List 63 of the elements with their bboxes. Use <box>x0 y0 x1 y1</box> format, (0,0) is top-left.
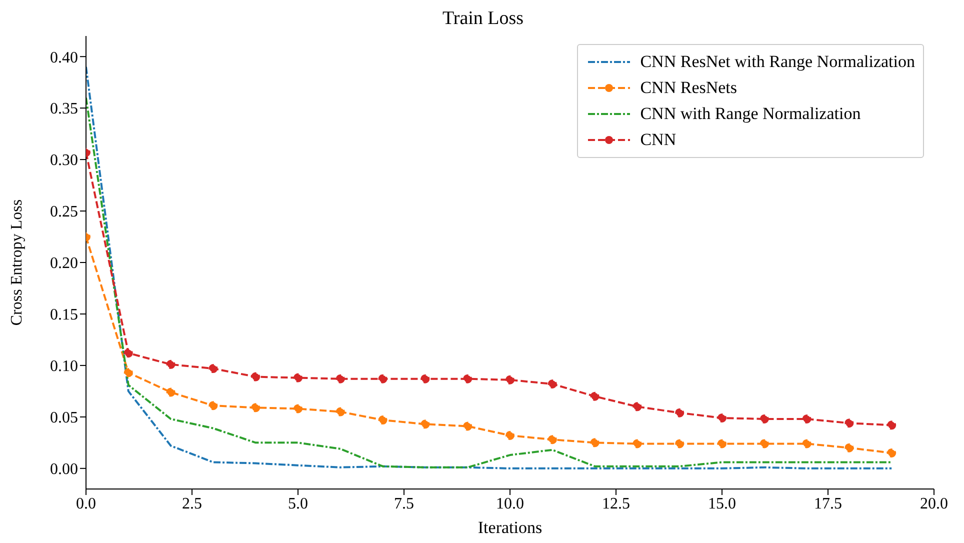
point <box>208 364 218 374</box>
x-tick-label: 12.5 <box>602 495 630 512</box>
legend-label: CNN ResNet with Range Normalization <box>640 52 915 72</box>
x-tick-label: 7.5 <box>394 495 414 512</box>
point <box>718 413 726 422</box>
y-tick-label: 0.20 <box>50 255 78 272</box>
point <box>675 439 684 448</box>
point <box>251 372 260 382</box>
point <box>632 439 642 448</box>
point <box>844 418 854 428</box>
y-axis-title: Cross Entropy Loss <box>8 199 26 326</box>
x-tick-label: 15.0 <box>708 495 736 512</box>
point <box>802 439 812 448</box>
point <box>675 408 684 418</box>
point <box>463 374 472 384</box>
point <box>378 374 388 384</box>
legend-label: CNN ResNets <box>640 78 738 98</box>
point <box>590 392 600 401</box>
point <box>378 416 388 425</box>
y-tick-label: 0.30 <box>50 152 78 170</box>
point <box>463 422 472 431</box>
point <box>760 439 769 448</box>
point <box>506 430 514 440</box>
chart-title: Train Loss <box>441 8 525 31</box>
y-tick-label: 0.10 <box>50 358 78 376</box>
point <box>718 439 726 448</box>
point <box>548 379 557 388</box>
x-tick-label: 10.0 <box>496 495 524 512</box>
point <box>802 414 812 424</box>
legend-label: CNN <box>640 130 676 150</box>
point <box>590 438 600 448</box>
y-tick-label: 0.35 <box>50 100 78 118</box>
y-tick-label: 0.25 <box>50 204 78 221</box>
point <box>420 374 430 384</box>
x-tick-label: 5.0 <box>288 495 308 512</box>
point <box>887 448 896 458</box>
point <box>166 388 176 397</box>
point <box>760 414 769 424</box>
point <box>124 348 133 358</box>
x-tick-label: 2.5 <box>182 495 202 512</box>
point <box>844 443 854 452</box>
point <box>251 403 260 412</box>
point <box>887 420 896 430</box>
point <box>506 375 514 384</box>
x-tick-label: 0.0 <box>76 495 96 512</box>
legend-label: CNN with Range Normalization <box>640 104 861 124</box>
point <box>294 373 302 382</box>
x-axis-title: Iterations <box>478 518 542 537</box>
y-tick-label: 0.40 <box>50 49 78 66</box>
y-tick-label: 0.15 <box>50 306 78 324</box>
point <box>166 360 176 369</box>
point <box>336 374 345 384</box>
x-tick-label: 20.0 <box>920 495 948 512</box>
x-tick-label: 17.5 <box>814 495 842 512</box>
point <box>208 401 218 410</box>
point <box>420 420 430 429</box>
point <box>632 402 642 412</box>
y-tick-label: 0.00 <box>50 461 78 478</box>
point <box>336 407 345 416</box>
point <box>548 435 557 444</box>
point <box>294 404 302 414</box>
y-tick-label: 0.05 <box>50 410 78 427</box>
point <box>124 368 133 378</box>
